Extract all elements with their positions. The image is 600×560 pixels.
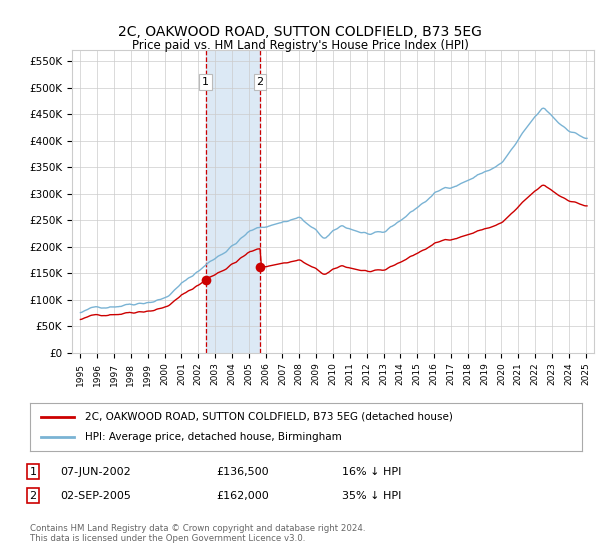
Text: 2C, OAKWOOD ROAD, SUTTON COLDFIELD, B73 5EG: 2C, OAKWOOD ROAD, SUTTON COLDFIELD, B73 … [118,25,482,39]
Text: 02-SEP-2005: 02-SEP-2005 [60,491,131,501]
Text: 16% ↓ HPI: 16% ↓ HPI [342,466,401,477]
Text: £136,500: £136,500 [216,466,269,477]
Text: 1: 1 [202,77,209,87]
Text: 1: 1 [29,466,37,477]
Text: 35% ↓ HPI: 35% ↓ HPI [342,491,401,501]
Text: 2C, OAKWOOD ROAD, SUTTON COLDFIELD, B73 5EG (detached house): 2C, OAKWOOD ROAD, SUTTON COLDFIELD, B73 … [85,412,453,422]
Text: Contains HM Land Registry data © Crown copyright and database right 2024.
This d: Contains HM Land Registry data © Crown c… [30,524,365,543]
Text: 2: 2 [257,77,263,87]
Text: 07-JUN-2002: 07-JUN-2002 [60,466,131,477]
Bar [206,50,260,353]
Text: HPI: Average price, detached house, Birmingham: HPI: Average price, detached house, Birm… [85,432,342,442]
Text: £162,000: £162,000 [216,491,269,501]
Text: Price paid vs. HM Land Registry's House Price Index (HPI): Price paid vs. HM Land Registry's House … [131,39,469,52]
Text: 2: 2 [29,491,37,501]
